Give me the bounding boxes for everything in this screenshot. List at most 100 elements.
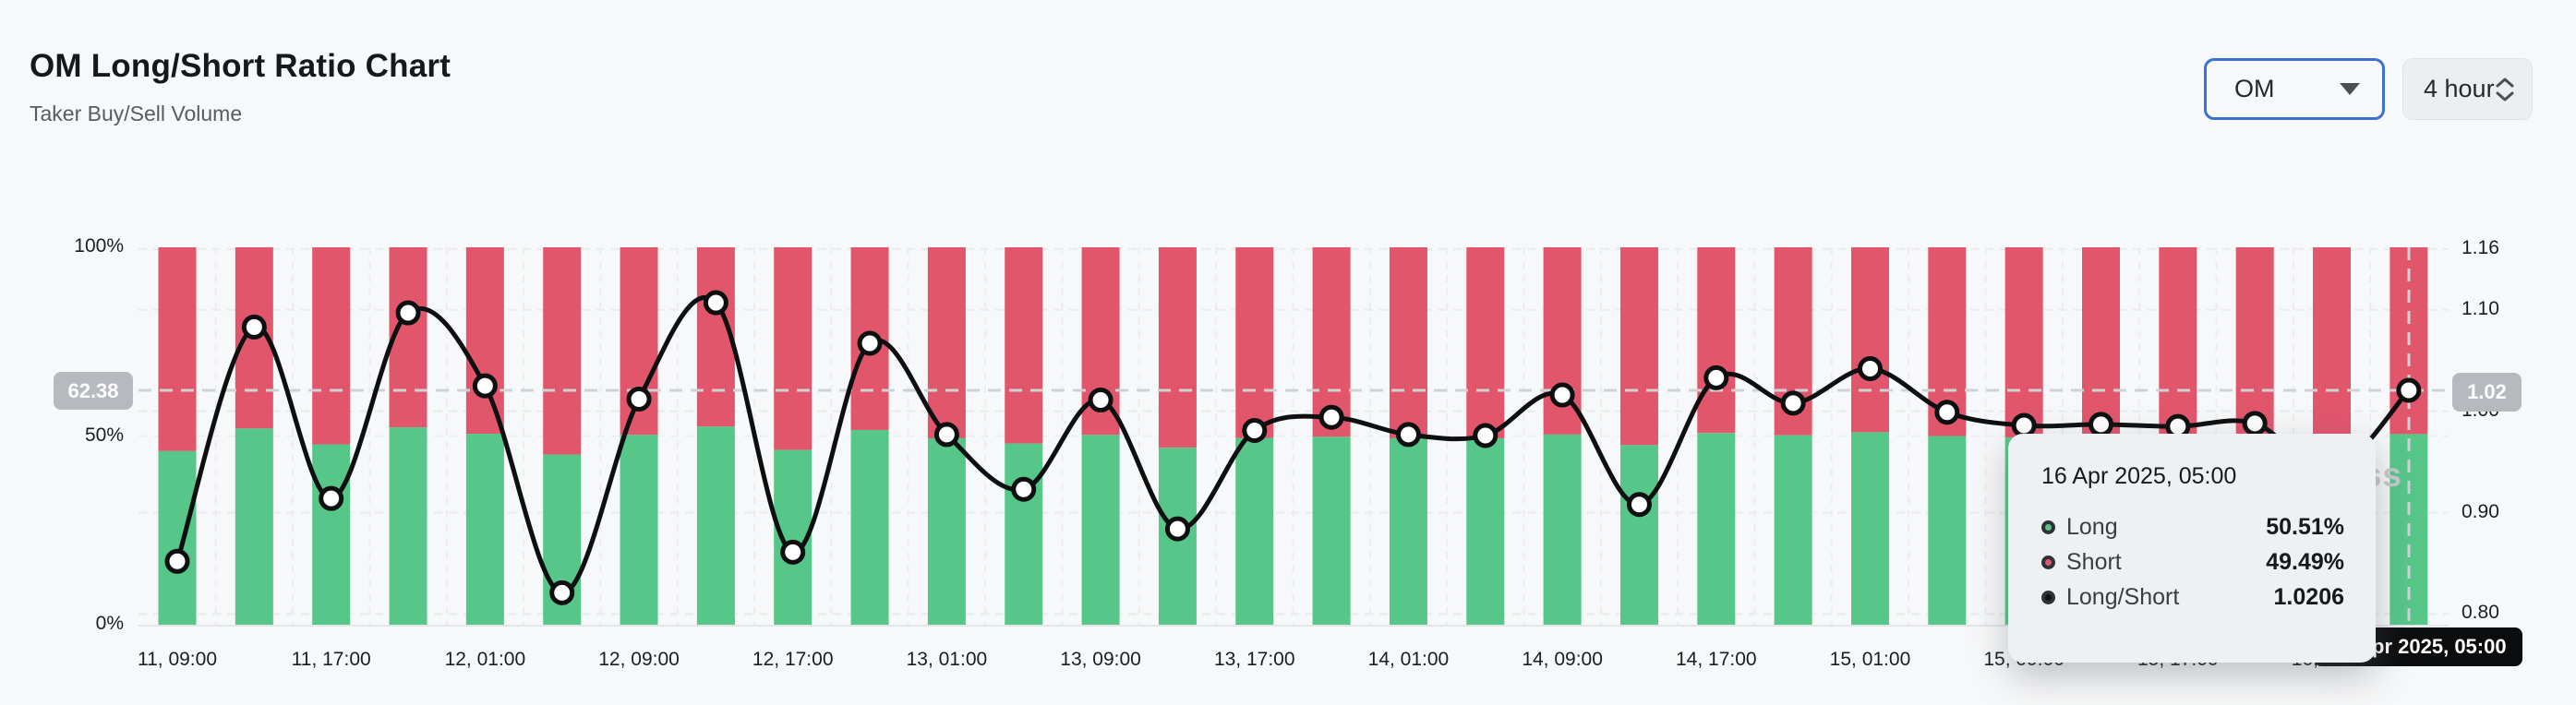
ratio-point[interactable]	[472, 373, 498, 399]
long-bar[interactable]	[1466, 437, 1505, 625]
left-axis-tick: 0%	[95, 613, 124, 634]
long-bar[interactable]	[158, 450, 197, 625]
short-bar[interactable]	[1466, 247, 1505, 438]
long-legend-icon	[2041, 520, 2055, 534]
ratio-point[interactable]	[1088, 388, 1113, 413]
ratio-point[interactable]	[1395, 422, 1421, 448]
short-bar[interactable]	[2235, 247, 2274, 437]
ratio-point[interactable]	[780, 539, 806, 565]
symbol-select-value: OM	[2234, 75, 2275, 102]
long-bar[interactable]	[696, 426, 735, 625]
long-bar[interactable]	[1774, 435, 1812, 625]
x-axis-tick: 14, 17:00	[1676, 649, 1757, 670]
page-subtitle: Taker Buy/Sell Volume	[30, 102, 243, 125]
symbol-select[interactable]: OM	[2204, 58, 2385, 120]
ratio-point[interactable]	[395, 300, 421, 326]
ratio-point[interactable]	[626, 386, 652, 412]
tooltip-short-label: Short	[2066, 549, 2122, 575]
long-bar[interactable]	[1005, 443, 1043, 625]
short-bar[interactable]	[2004, 247, 2043, 438]
short-bar[interactable]	[2082, 247, 2120, 437]
ratio-point[interactable]	[1857, 355, 1883, 381]
ratio-point[interactable]	[1626, 492, 1652, 518]
x-axis-tick: 12, 17:00	[752, 649, 834, 670]
ratio-point[interactable]	[857, 330, 883, 356]
ratio-point[interactable]	[549, 580, 575, 605]
short-bar[interactable]	[543, 247, 582, 455]
ratio-point[interactable]	[1703, 364, 1729, 390]
short-bar[interactable]	[2313, 247, 2352, 442]
chevron-down-icon	[2340, 83, 2360, 95]
long-bar[interactable]	[850, 429, 889, 625]
ratio-point[interactable]	[1164, 516, 1190, 542]
short-bar[interactable]	[1697, 247, 1736, 434]
short-bar[interactable]	[1850, 247, 1889, 433]
long-bar[interactable]	[1619, 445, 1658, 625]
long-bar[interactable]	[1312, 436, 1351, 625]
long-bar[interactable]	[312, 444, 351, 625]
ratio-point[interactable]	[1011, 476, 1037, 502]
ratio-point[interactable]	[933, 422, 959, 448]
left-axis-tick: 50%	[84, 424, 124, 446]
ratio-point[interactable]	[2396, 377, 2422, 403]
interval-select[interactable]: 4 hour	[2402, 58, 2533, 120]
x-axis-tick: 15, 01:00	[1829, 649, 1911, 670]
short-bar[interactable]	[1619, 247, 1658, 446]
x-axis-tick: 14, 01:00	[1367, 649, 1450, 670]
long-bar[interactable]	[1235, 437, 1274, 625]
chart-header: OM Long/Short Ratio Chart Taker Buy/Sell…	[30, 48, 451, 126]
short-bar[interactable]	[1005, 247, 1043, 444]
crosshair-left-badge: 62.38	[54, 372, 133, 410]
tooltip-row-ratio: Long/Short 1.0206	[2041, 584, 2344, 611]
right-axis-tick: 1.16	[2462, 236, 2499, 258]
page-title: OM Long/Short Ratio Chart	[30, 48, 451, 84]
short-bar[interactable]	[927, 247, 966, 438]
ratio-point[interactable]	[1549, 382, 1575, 408]
long-bar[interactable]	[1081, 435, 1120, 625]
ratio-point[interactable]	[241, 314, 267, 340]
short-legend-icon	[2041, 556, 2055, 569]
long-bar[interactable]	[927, 437, 966, 625]
ratio-point[interactable]	[164, 548, 190, 574]
long-bar[interactable]	[465, 434, 504, 625]
ratio-legend-icon	[2041, 591, 2055, 604]
long-bar[interactable]	[389, 427, 427, 625]
left-axis-tick: 100%	[74, 235, 124, 257]
ratio-point[interactable]	[1473, 423, 1499, 448]
long-bar[interactable]	[1850, 432, 1889, 625]
short-bar[interactable]	[1389, 247, 1427, 438]
long-bar[interactable]	[235, 428, 273, 625]
short-bar[interactable]	[1235, 247, 1274, 438]
right-axis-tick: 0.90	[2462, 500, 2499, 522]
long-bar[interactable]	[1928, 436, 1967, 626]
short-bar[interactable]	[696, 247, 735, 427]
short-bar[interactable]	[465, 247, 504, 435]
short-bar[interactable]	[312, 247, 351, 445]
short-bar[interactable]	[158, 247, 197, 451]
short-bar[interactable]	[774, 247, 813, 450]
ratio-point[interactable]	[1242, 418, 1268, 444]
tooltip-ratio-value: 1.0206	[2273, 584, 2344, 610]
short-bar[interactable]	[1158, 247, 1197, 448]
long-bar[interactable]	[1543, 434, 1582, 625]
long-bar[interactable]	[1697, 433, 1736, 625]
ratio-point[interactable]	[2088, 412, 2113, 437]
ratio-point[interactable]	[1780, 390, 1806, 416]
x-axis-tick: 11, 17:00	[291, 649, 371, 670]
spinner-updown-icon	[2495, 78, 2515, 102]
ratio-point[interactable]	[703, 290, 728, 316]
x-axis-tick: 13, 09:00	[1060, 649, 1141, 670]
x-axis-tick: 13, 17:00	[1213, 649, 1295, 670]
ratio-point[interactable]	[319, 485, 344, 511]
tooltip-ratio-label: Long/Short	[2066, 584, 2180, 610]
tooltip-long-value: 50.51%	[2266, 514, 2344, 540]
long-bar[interactable]	[620, 435, 658, 625]
ratio-point[interactable]	[1934, 400, 1960, 425]
ratio-point[interactable]	[2011, 412, 2037, 438]
ratio-point[interactable]	[2242, 411, 2268, 436]
long-bar[interactable]	[1389, 437, 1427, 625]
short-bar[interactable]	[2159, 247, 2197, 438]
chart-tooltip: 16 Apr 2025, 05:00 Long 50.51% Short 49.…	[2008, 434, 2376, 663]
ratio-point[interactable]	[1318, 404, 1344, 430]
